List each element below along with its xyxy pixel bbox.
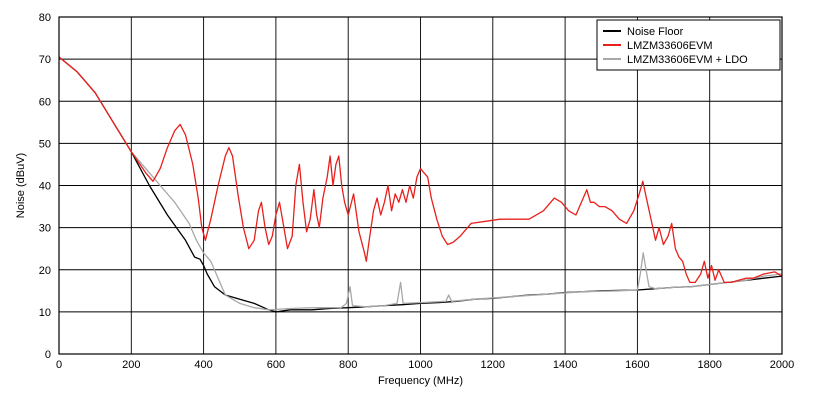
y-tick-label: 70	[39, 54, 51, 66]
x-tick-label: 2000	[770, 359, 794, 371]
x-tick-label: 1400	[553, 359, 577, 371]
legend-label: LMZM33606EVM + LDO	[627, 54, 748, 66]
y-tick-label: 60	[39, 96, 51, 108]
x-tick-label: 1000	[408, 359, 432, 371]
tick-labels: 0 200 400 600 800 1000 1200 1400 1600 1800 2000 0 10…	[39, 12, 794, 371]
x-tick-label: 400	[194, 359, 212, 371]
x-tick-label: 200	[122, 359, 140, 371]
legend-label: LMZM33606EVM	[627, 40, 713, 52]
plot-frame	[58, 16, 783, 355]
y-tick-label: 40	[39, 181, 51, 193]
legend-label: Noise Floor	[627, 26, 684, 38]
series-lines	[58, 56, 783, 313]
y-tick-label: 80	[39, 12, 51, 24]
series-line-lmzm33606evm-ldo	[58, 56, 783, 311]
series-line-lmzm33606evm	[58, 56, 783, 284]
x-tick-label: 1800	[697, 359, 721, 371]
x-axis-title: Frequency (MHz)	[378, 375, 463, 387]
y-tick-label: 50	[39, 138, 51, 150]
y-tick-label: 10	[39, 307, 51, 319]
x-tick-label: 1600	[625, 359, 649, 371]
y-tick-label: 20	[39, 265, 51, 277]
x-tick-label: 800	[339, 359, 357, 371]
legend: Noise Floor LMZM33606EVM LMZM33606EVM + LD…	[596, 19, 781, 71]
y-axis-title: Noise (dBuV)	[15, 153, 27, 218]
x-tick-label: 0	[56, 359, 62, 371]
y-tick-label: 0	[45, 349, 51, 361]
x-tick-label: 1200	[481, 359, 505, 371]
legend-box	[596, 19, 781, 71]
y-tick-label: 30	[39, 223, 51, 235]
x-tick-label: 600	[267, 359, 285, 371]
